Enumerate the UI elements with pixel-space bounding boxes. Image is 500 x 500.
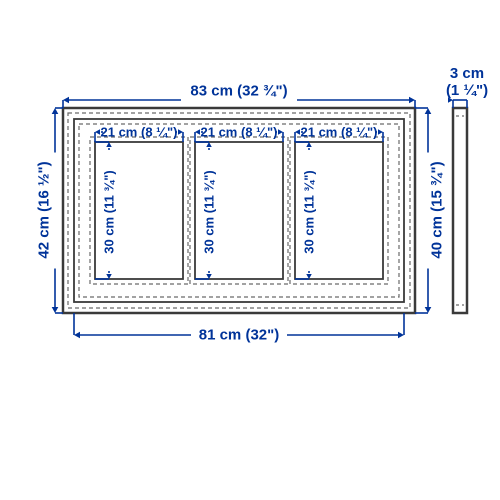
dim-aperture-w-1: 21 cm (8 ¼") bbox=[100, 125, 177, 140]
dim-top-overall: 83 cm (32 ¾") bbox=[190, 83, 287, 100]
dim-left-height: 42 cm (16 ½") bbox=[36, 161, 53, 258]
dim-bottom-overall: 81 cm (32") bbox=[199, 327, 280, 344]
dim-aperture-h-3: 30 cm (11 ¾") bbox=[302, 170, 317, 254]
svg-drawing bbox=[0, 0, 500, 500]
dim-aperture-h-2: 30 cm (11 ¾") bbox=[202, 170, 217, 254]
dim-depth: 3 cm (1 ¼") bbox=[446, 65, 488, 99]
dim-right-height: 40 cm (15 ¾") bbox=[429, 161, 446, 258]
dim-aperture-w-2: 21 cm (8 ¼") bbox=[200, 125, 277, 140]
dim-aperture-w-3: 21 cm (8 ¼") bbox=[300, 125, 377, 140]
diagram-container: 83 cm (32 ¾") 81 cm (32") 42 cm (16 ½") … bbox=[0, 0, 500, 500]
dim-aperture-h-1: 30 cm (11 ¾") bbox=[102, 170, 117, 254]
